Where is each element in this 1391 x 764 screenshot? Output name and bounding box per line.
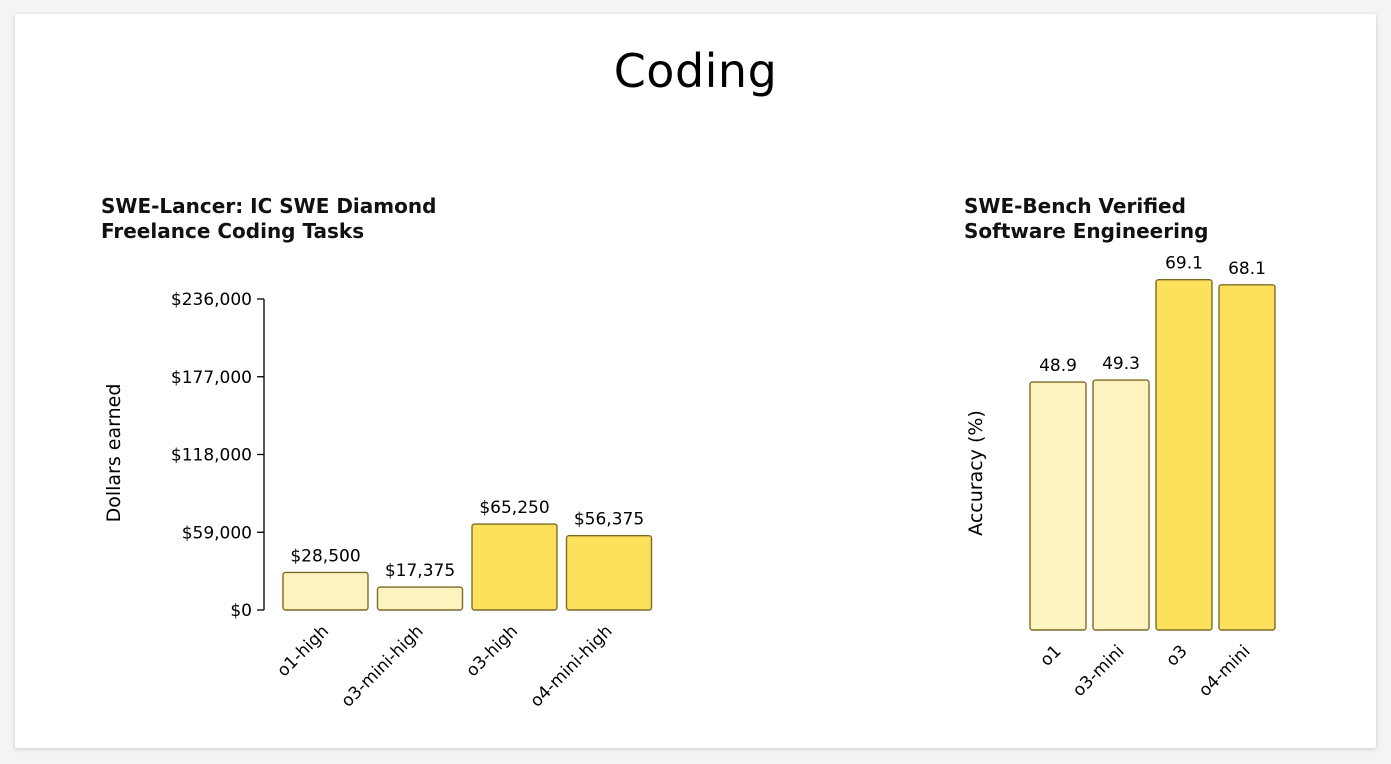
swe-bench-value-label: 49.3: [1102, 354, 1140, 374]
swe-bench-category-label: o4-mini: [1195, 641, 1254, 700]
swe-lancer-category-label: o3-high: [462, 621, 522, 681]
swe-lancer-y-tick-label: $177,000: [171, 368, 252, 388]
swe-lancer-value-label: $65,250: [479, 498, 549, 518]
swe-bench-category-label: o3: [1162, 641, 1191, 670]
swe-lancer-y-tick-label: $0: [230, 601, 252, 621]
swe-lancer-category-label: o1-high: [273, 621, 333, 681]
swe-lancer-category-label: o4-mini-high: [526, 621, 616, 711]
swe-bench-bar-o4-mini: [1218, 284, 1276, 631]
swe-bench-value-label: 48.9: [1039, 356, 1077, 376]
swe-lancer-y-axis-label: Dollars earned: [103, 384, 125, 523]
swe-bench-bar-o3-mini: [1092, 379, 1150, 631]
swe-lancer-title-line-2: Freelance Coding Tasks: [101, 219, 365, 243]
swe-bench-value-label: 69.1: [1165, 254, 1203, 274]
swe-lancer-category-label: o3-mini-high: [337, 621, 427, 711]
swe-lancer-y-tick-label: $118,000: [171, 446, 252, 466]
swe-lancer-chart-title: SWE-Lancer: IC SWE Diamond Freelance Cod…: [101, 194, 436, 244]
page-title: Coding: [613, 44, 778, 98]
swe-lancer-y-tick-label: $236,000: [171, 290, 252, 310]
swe-bench-category-label: o1: [1036, 641, 1065, 670]
swe-bench-bar-o3: [1155, 279, 1213, 631]
swe-bench-y-axis-label: Accuracy (%): [965, 410, 987, 536]
swe-lancer-bar-o3-high: [471, 523, 558, 611]
swe-bench-title-line-1: SWE-Bench Verified: [964, 194, 1186, 218]
swe-lancer-bar-o3-mini-high: [376, 586, 464, 611]
swe-bench-category-label: o3-mini: [1069, 641, 1128, 700]
swe-lancer-value-label: $56,375: [574, 510, 644, 530]
swe-bench-title-line-2: Software Engineering: [964, 219, 1209, 243]
swe-lancer-value-label: $17,375: [385, 561, 455, 581]
swe-lancer-bar-o4-mini-high: [565, 535, 653, 611]
swe-bench-chart-title: SWE-Bench Verified Software Engineering: [964, 194, 1208, 244]
swe-bench-bar-o1: [1029, 381, 1087, 631]
swe-bench-value-label: 68.1: [1228, 259, 1266, 279]
swe-lancer-bar-o1-high: [282, 571, 369, 611]
swe-lancer-y-tick-label: $59,000: [182, 523, 252, 543]
swe-lancer-value-label: $28,500: [290, 546, 360, 566]
swe-lancer-title-line-1: SWE-Lancer: IC SWE Diamond: [101, 194, 437, 218]
